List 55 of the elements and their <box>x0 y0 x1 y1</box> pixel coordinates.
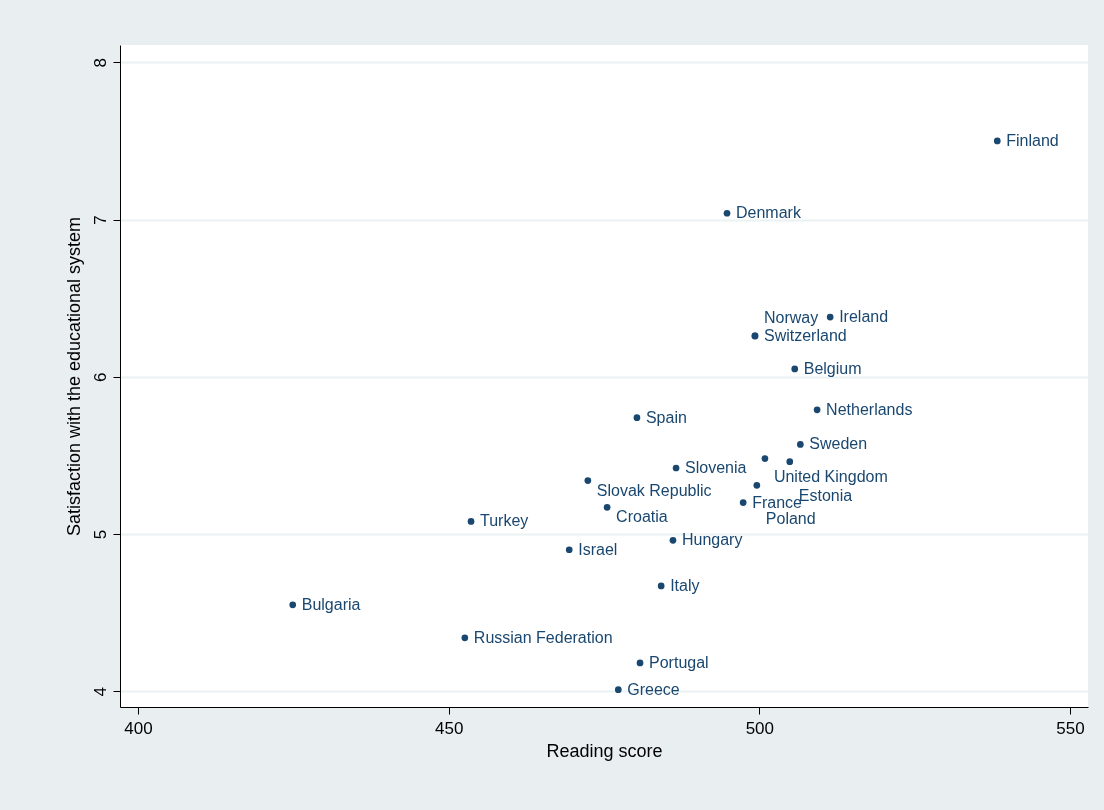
point <box>672 464 680 472</box>
point <box>467 518 475 525</box>
y-tick-label: 7 <box>90 215 110 225</box>
point <box>826 313 834 321</box>
series-label: Norway <box>763 308 819 326</box>
series-label: Italy <box>670 576 700 594</box>
point <box>289 601 297 609</box>
series-label: Israel <box>578 540 618 558</box>
series-label: Sweden <box>809 435 868 453</box>
point <box>813 406 821 414</box>
point <box>461 634 469 642</box>
point <box>993 137 1001 145</box>
point <box>786 458 794 466</box>
point <box>669 536 677 544</box>
series-label: Switzerland <box>763 326 847 344</box>
point <box>657 582 665 590</box>
series-label: Slovenia <box>685 458 747 476</box>
series-label: Belgium <box>803 359 862 377</box>
x-axis-title: Reading score <box>546 740 663 761</box>
point <box>753 481 761 489</box>
x-tick-label: 550 <box>1056 718 1085 738</box>
series-label: Turkey <box>480 512 529 530</box>
series-label: Slovak Republic <box>596 481 712 499</box>
series-label: Spain <box>645 408 687 426</box>
point <box>739 499 747 506</box>
series-label: Netherlands <box>826 400 913 418</box>
x-tick-label: 400 <box>124 718 153 738</box>
series-label: Poland <box>765 510 816 528</box>
y-tick-label: 5 <box>90 529 110 540</box>
y-axis-title: Satisfaction with the educational system <box>63 216 84 537</box>
series-label: Ireland <box>839 308 889 326</box>
point <box>636 659 644 667</box>
point <box>565 546 573 554</box>
point <box>584 477 592 484</box>
point <box>603 503 611 511</box>
point <box>633 414 641 422</box>
series-label: Croatia <box>616 508 668 526</box>
point <box>791 365 799 373</box>
series-label: Greece <box>627 680 680 698</box>
series-label: Hungary <box>681 531 743 549</box>
series-label: United Kingdom <box>773 467 888 485</box>
series-label: Denmark <box>736 204 802 222</box>
y-tick-label: 6 <box>90 372 110 383</box>
point <box>796 441 804 448</box>
series-label: Finland <box>1006 131 1059 149</box>
y-tick-label: 4 <box>90 687 110 697</box>
x-tick-label: 450 <box>434 718 464 738</box>
point <box>614 686 622 694</box>
x-tick-label: 500 <box>745 718 775 738</box>
point <box>761 455 769 462</box>
series-label: Russian Federation <box>473 628 613 646</box>
series-label: Portugal <box>649 653 709 671</box>
y-tick-label: 8 <box>90 58 110 68</box>
series-label: Bulgaria <box>301 595 361 613</box>
point <box>723 209 731 217</box>
